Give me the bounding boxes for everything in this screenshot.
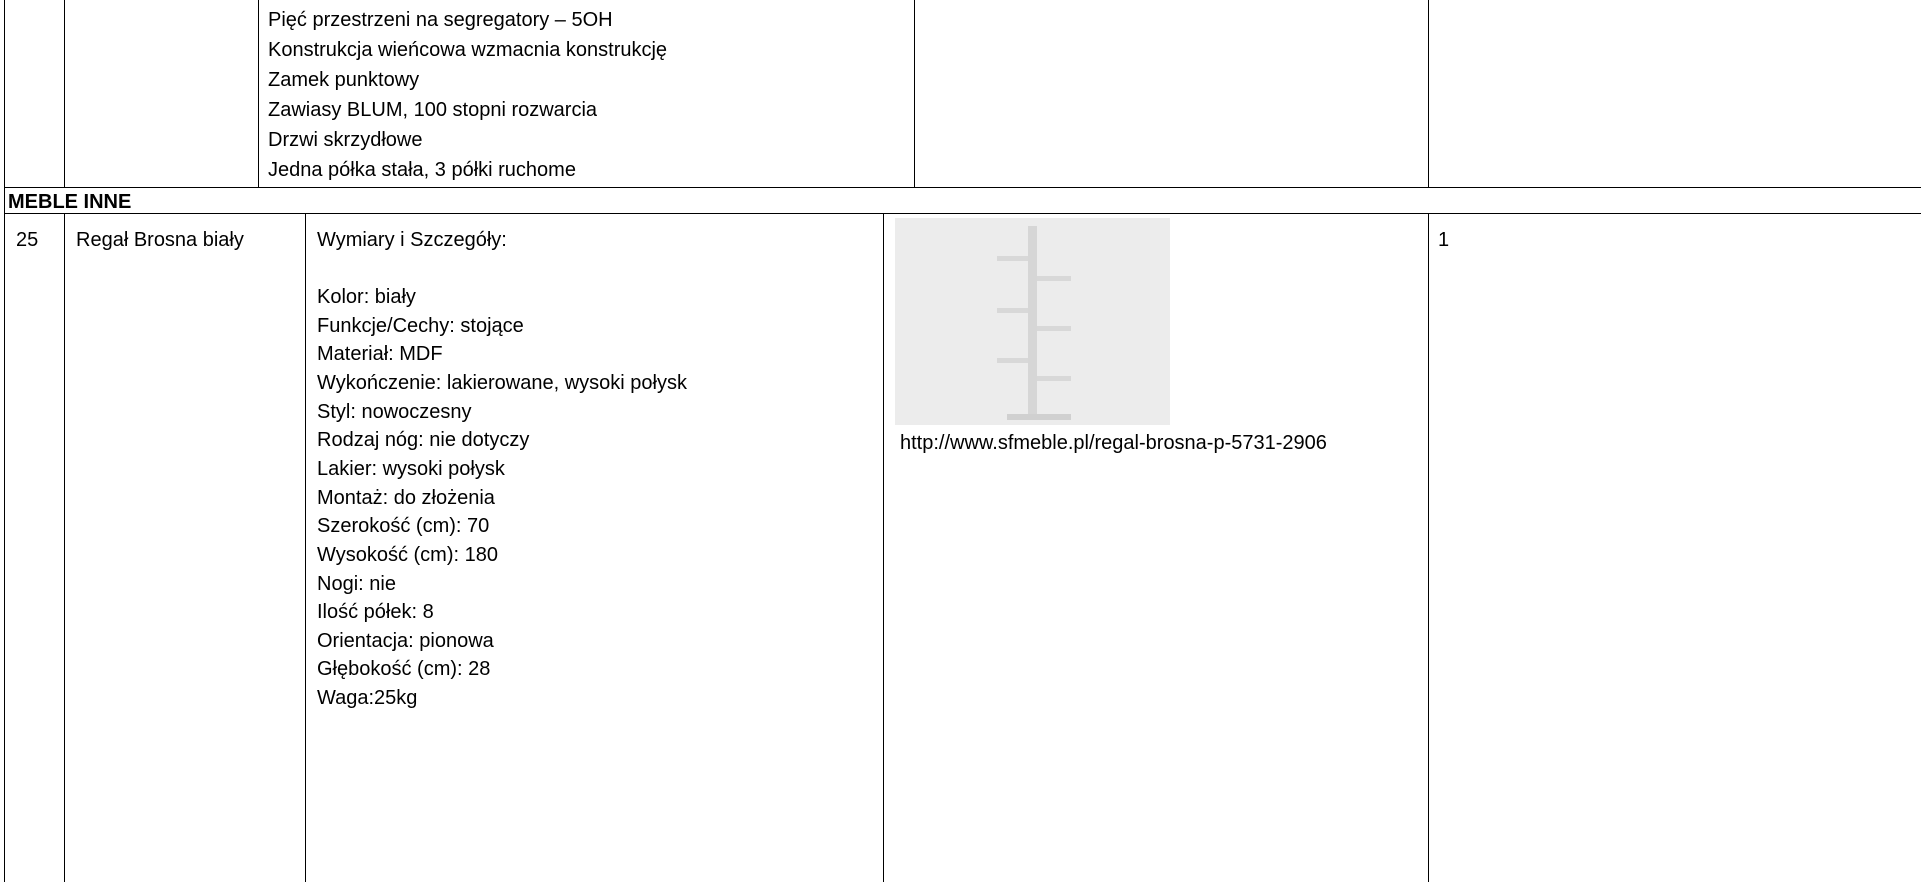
- border: [4, 213, 1921, 214]
- border: [1428, 213, 1429, 882]
- details-heading: Wymiary i Szczegóły:: [317, 229, 507, 251]
- border: [64, 0, 65, 187]
- detail-line: Funkcje/Cechy: stojące: [317, 314, 524, 337]
- border: [1428, 0, 1429, 187]
- product-link[interactable]: http://www.sfmeble.pl/regal-brosna-p-573…: [900, 432, 1327, 454]
- detail-line: Kolor: biały: [317, 286, 416, 308]
- item-number: 25: [16, 229, 39, 251]
- detail-line: Lakier: wysoki połysk: [317, 457, 505, 480]
- description-line: Jedna półka stała, 3 półki ruchome: [268, 159, 576, 181]
- detail-line: Styl: nowoczesny: [317, 400, 472, 423]
- detail-line: Rodzaj nóg: nie dotyczy: [317, 429, 530, 452]
- product-image: [895, 218, 1170, 425]
- description-line: Pięć przestrzeni na segregatory – 5OH: [268, 9, 613, 31]
- border: [4, 187, 1921, 188]
- description-line: Zawiasy BLUM, 100 stopni rozwarcia: [268, 99, 598, 121]
- border: [64, 213, 65, 882]
- border: [883, 213, 884, 882]
- detail-line: Szerokość (cm): 70: [317, 515, 490, 538]
- section-title: MEBLE INNE: [8, 191, 132, 213]
- border: [305, 213, 306, 882]
- description-line: Drzwi skrzydłowe: [268, 129, 423, 151]
- detail-line: Montaż: do złożenia: [317, 486, 495, 509]
- detail-line: Głębokość (cm): 28: [317, 658, 491, 681]
- detail-line: Ilość półek: 8: [317, 601, 434, 624]
- detail-line: Wysokość (cm): 180: [317, 543, 498, 566]
- border: [4, 0, 5, 882]
- detail-line: Nogi: nie: [317, 572, 396, 595]
- quantity: 1: [1438, 229, 1450, 251]
- border: [258, 0, 259, 187]
- description-line: Zamek punktowy: [268, 69, 420, 91]
- detail-line: Waga:25kg: [317, 687, 418, 710]
- description-line: Konstrukcja wieńcowa wzmacnia konstrukcj…: [268, 39, 668, 61]
- detail-line: Orientacja: pionowa: [317, 629, 494, 652]
- detail-line: Materiał: MDF: [317, 343, 443, 366]
- border: [914, 0, 915, 187]
- item-name: Regał Brosna biały: [76, 229, 244, 251]
- detail-line: Wykończenie: lakierowane, wysoki połysk: [317, 371, 687, 394]
